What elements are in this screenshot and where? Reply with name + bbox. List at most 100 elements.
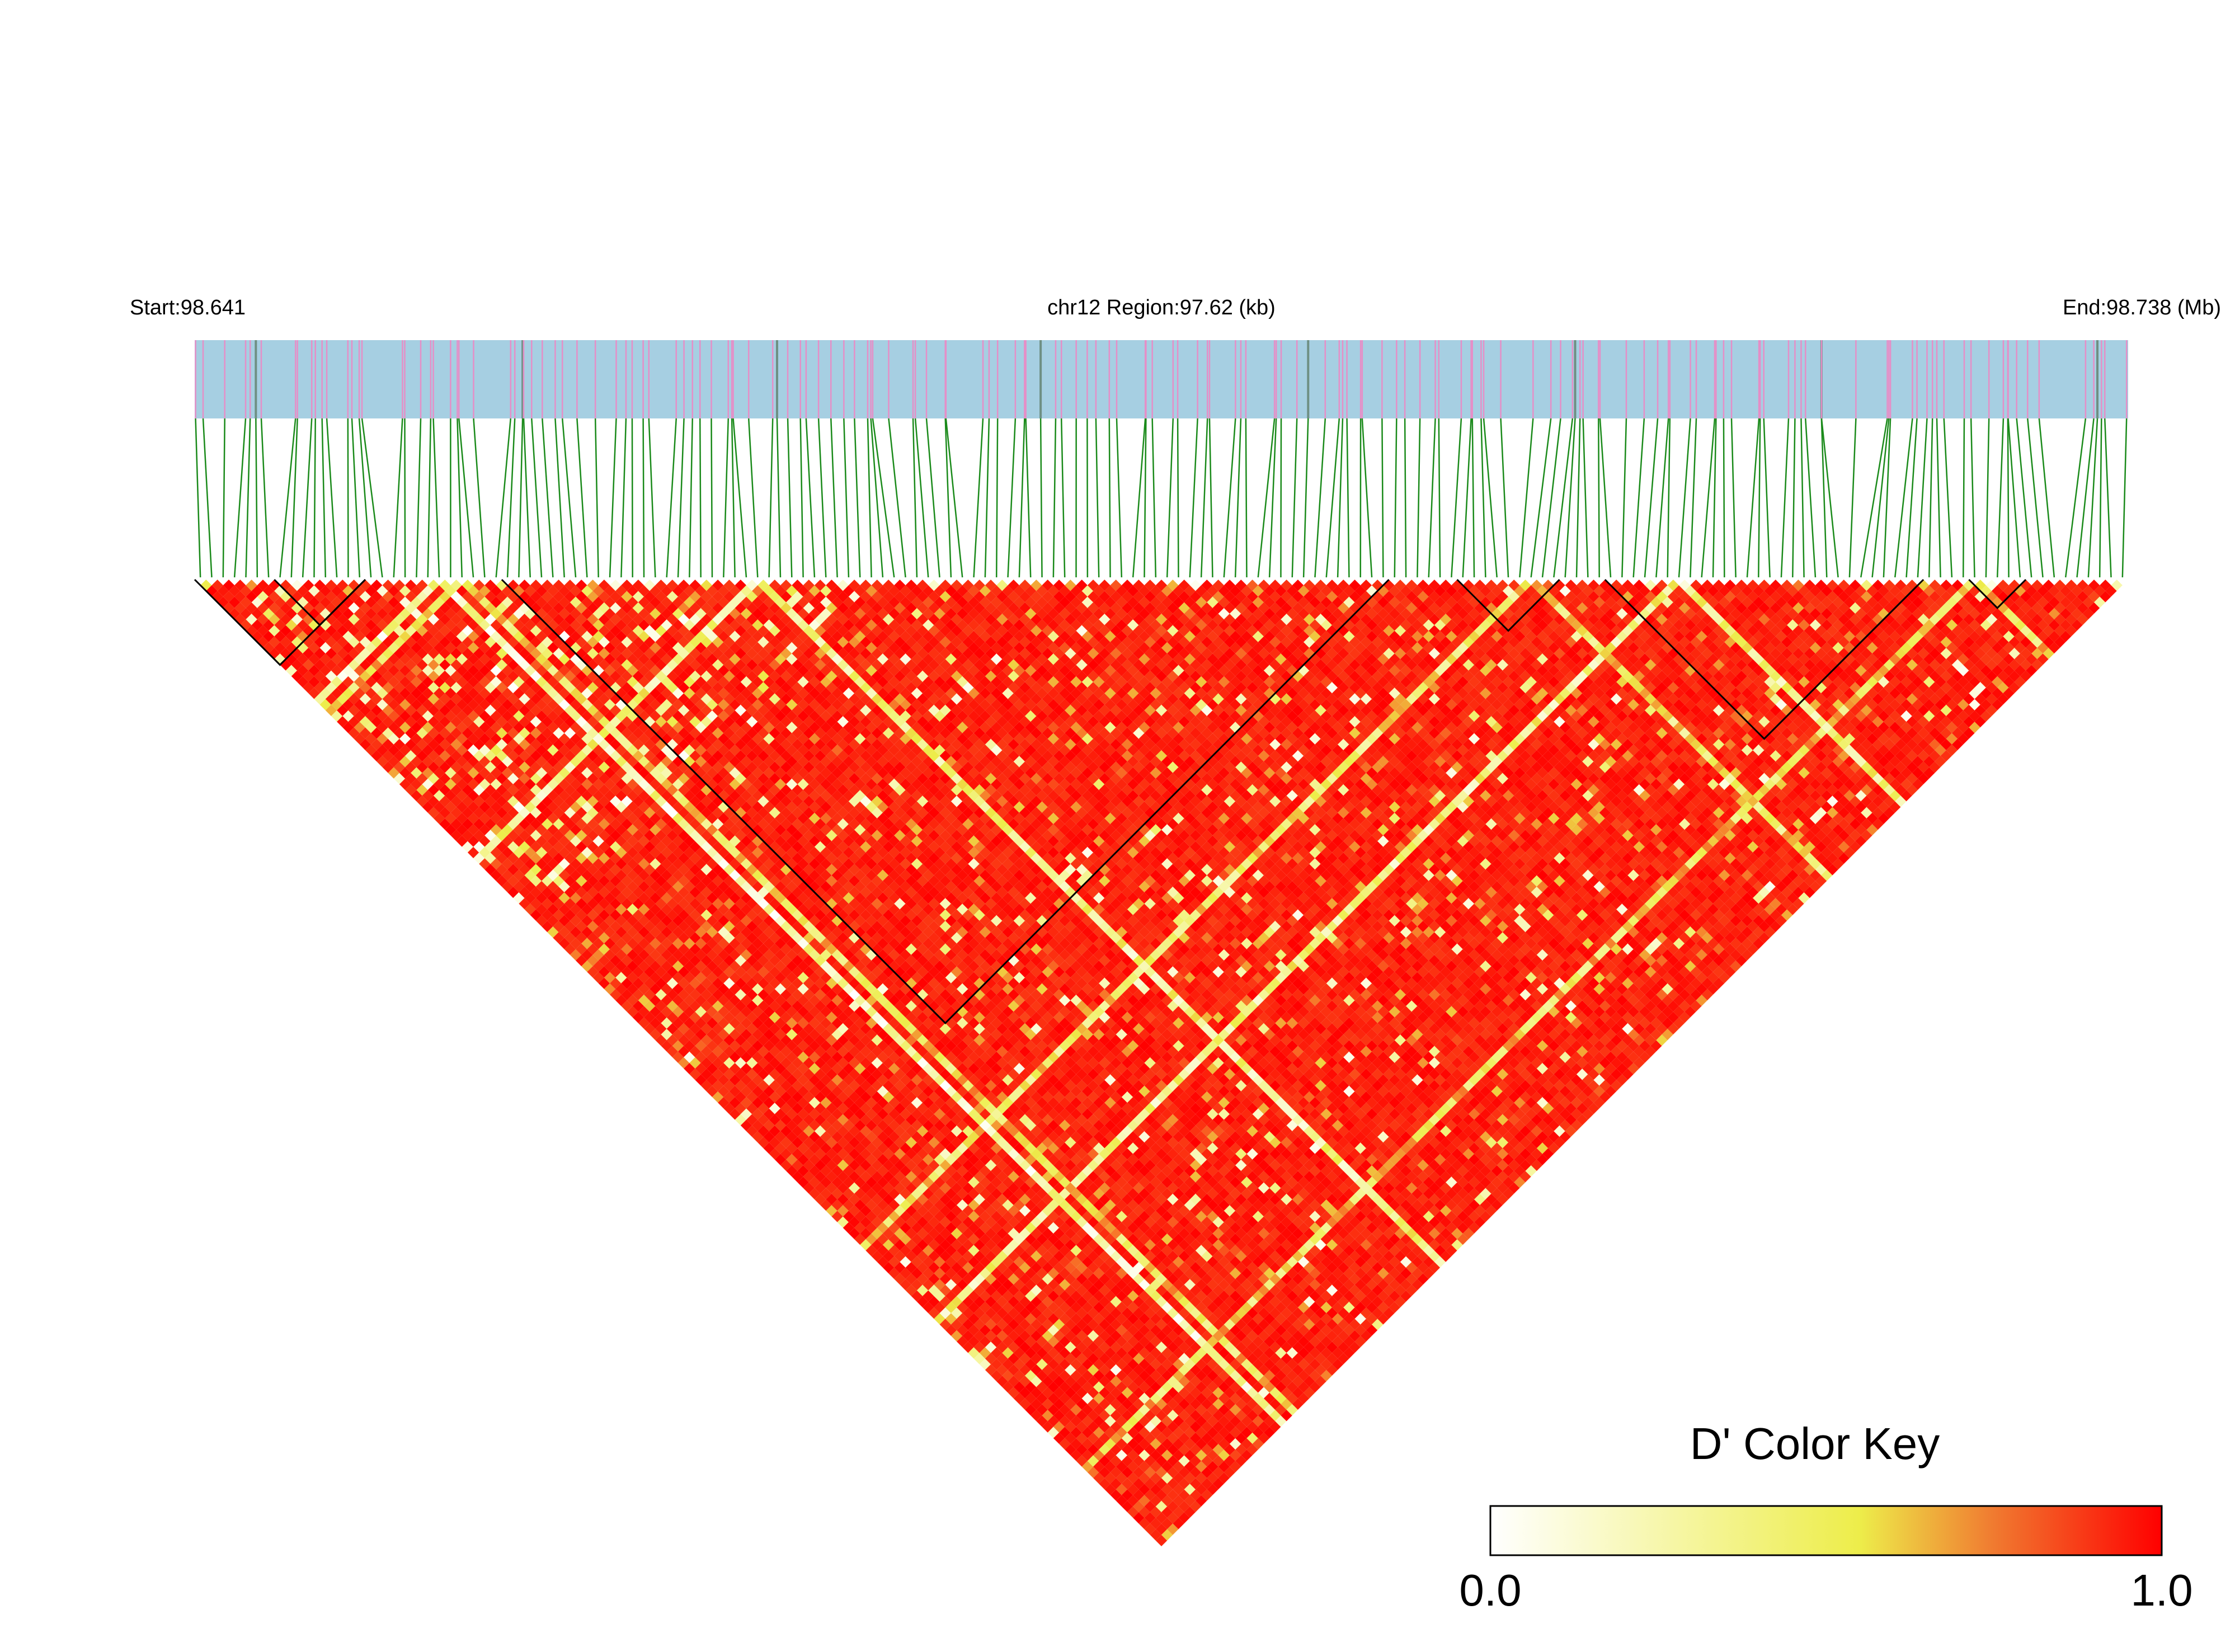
ld-cell bbox=[297, 676, 309, 688]
ld-cell bbox=[530, 864, 542, 876]
snp-tick-group bbox=[195, 340, 2128, 418]
ld-cell bbox=[1087, 1444, 1099, 1456]
ld-cell bbox=[700, 1080, 712, 1091]
ld-cell bbox=[655, 966, 667, 978]
ld-cell bbox=[473, 796, 485, 807]
ld-cell bbox=[1065, 1421, 1076, 1433]
ld-cell bbox=[558, 938, 570, 949]
ld-cell bbox=[1155, 1500, 1168, 1513]
ld-cell bbox=[530, 841, 542, 853]
ld-cell bbox=[1053, 1387, 1065, 1399]
ld-cell bbox=[996, 1307, 1008, 1319]
ld-cell bbox=[411, 710, 422, 722]
ld-cell bbox=[792, 1103, 803, 1114]
snp-connector bbox=[711, 418, 713, 578]
ld-cell bbox=[598, 977, 610, 989]
ld-cell bbox=[746, 1057, 758, 1069]
ld-cell bbox=[894, 1216, 906, 1228]
snp-connector bbox=[1820, 418, 1828, 578]
ld-cell bbox=[1144, 1523, 1156, 1535]
ld-cell bbox=[1008, 1353, 1019, 1364]
ld-cell bbox=[900, 1279, 911, 1291]
ld-cell bbox=[916, 1239, 929, 1251]
ld-cell bbox=[325, 625, 337, 637]
ld-cell bbox=[433, 744, 445, 756]
ld-cell bbox=[1093, 1438, 1105, 1450]
ld-cell bbox=[666, 1023, 678, 1035]
ld-cell bbox=[672, 1029, 684, 1041]
ld-cell bbox=[319, 642, 331, 654]
snp-connector bbox=[2121, 418, 2128, 578]
ld-cell bbox=[1104, 1415, 1116, 1427]
ld-cell bbox=[427, 761, 440, 773]
ld-cell bbox=[382, 738, 394, 750]
ld-cell bbox=[877, 1188, 889, 1199]
ld-cell bbox=[854, 1222, 866, 1234]
ld-cell bbox=[530, 830, 542, 841]
snp-connector bbox=[2098, 418, 2102, 578]
ld-cell bbox=[251, 596, 263, 608]
ld-cell bbox=[865, 1233, 877, 1245]
ld-cell bbox=[479, 824, 491, 836]
snp-connector bbox=[1655, 418, 1669, 578]
snp-connector bbox=[1541, 418, 1561, 578]
ld-cell bbox=[638, 949, 650, 961]
ld-cell bbox=[535, 846, 548, 859]
ld-cell bbox=[269, 591, 280, 603]
ld-cell bbox=[610, 932, 622, 944]
ld-cell bbox=[530, 886, 542, 898]
snp-connector bbox=[1394, 418, 1398, 578]
ld-cell bbox=[257, 625, 269, 637]
ld-cell bbox=[257, 591, 269, 603]
ld-cell bbox=[1053, 1432, 1065, 1444]
ld-cell bbox=[393, 716, 406, 728]
ld-cell bbox=[399, 699, 411, 710]
ld-cell bbox=[388, 744, 399, 756]
ld-cell bbox=[490, 869, 502, 881]
ld-cell bbox=[496, 830, 508, 841]
ld-cell bbox=[854, 1165, 866, 1177]
snp-connector bbox=[506, 418, 516, 578]
ld-cell bbox=[928, 1296, 940, 1308]
snp-connector bbox=[1632, 418, 1645, 578]
ld-cell bbox=[672, 1051, 684, 1063]
ld-cell bbox=[1002, 1313, 1014, 1325]
ld-cell bbox=[411, 767, 422, 779]
ld-cell bbox=[792, 1125, 803, 1137]
ld-cell bbox=[234, 613, 246, 625]
ld-cell bbox=[865, 1176, 877, 1188]
ld-cell bbox=[678, 1011, 690, 1023]
ld-cell bbox=[342, 722, 354, 733]
ld-cell bbox=[342, 699, 354, 710]
ld-cell bbox=[473, 784, 485, 796]
ld-cell bbox=[900, 1211, 911, 1222]
ld-cell bbox=[592, 903, 604, 915]
ld-cell bbox=[638, 1017, 650, 1029]
ld-cell bbox=[939, 1307, 951, 1319]
ld-cell bbox=[718, 1063, 730, 1075]
ld-cell bbox=[1042, 1376, 1053, 1387]
ld-cell bbox=[354, 676, 365, 688]
ld-cell bbox=[729, 1051, 741, 1063]
ld-cell bbox=[1002, 1324, 1014, 1336]
ld-cell bbox=[411, 756, 422, 768]
ld-cell bbox=[234, 580, 246, 591]
ld-cell bbox=[280, 659, 291, 671]
ld-cell bbox=[1104, 1472, 1116, 1484]
snp-connector bbox=[1302, 418, 1309, 578]
ld-cell bbox=[894, 1239, 906, 1251]
ld-cell bbox=[718, 1085, 730, 1097]
ld-cell bbox=[535, 881, 548, 893]
ld-cell bbox=[700, 1011, 712, 1023]
ld-cell bbox=[564, 932, 576, 944]
ld-cell bbox=[456, 767, 468, 779]
ld-cell bbox=[934, 1245, 945, 1256]
ld-cell bbox=[1070, 1404, 1082, 1416]
ld-cell bbox=[524, 892, 536, 904]
snp-connector bbox=[361, 418, 383, 578]
ld-cell bbox=[251, 619, 263, 631]
ld-cell bbox=[792, 1137, 803, 1149]
ld-cell bbox=[456, 812, 468, 825]
ld-cell bbox=[280, 580, 291, 591]
ld-cell bbox=[774, 1142, 787, 1154]
